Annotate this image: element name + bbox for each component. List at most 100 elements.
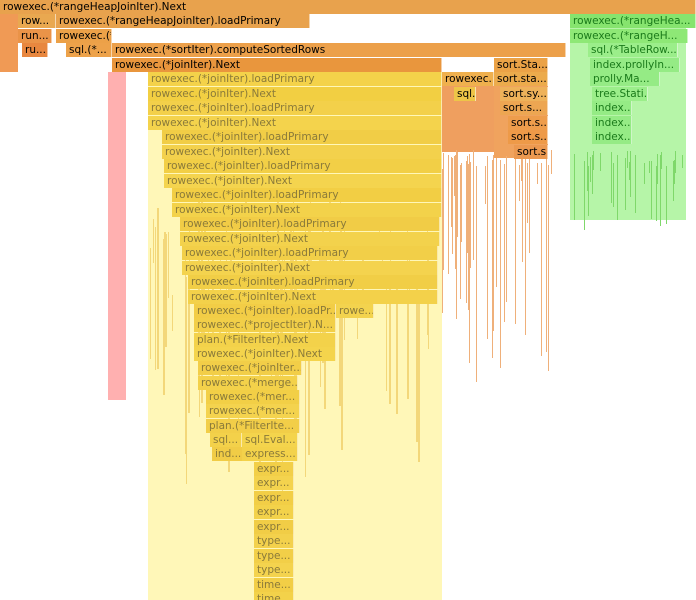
flame-frame[interactable]: type... xyxy=(254,549,294,563)
flame-frame[interactable]: rowexec.(*joinIter).loadPrimary xyxy=(172,188,442,202)
flame-frame[interactable]: plan.(*FilterIter).Next xyxy=(194,333,336,347)
flame-frame[interactable]: tree.Stati... xyxy=(592,87,648,101)
flame-frame[interactable]: rowexec.(*joinIter).loadPrimary xyxy=(182,246,438,260)
flame-frame[interactable]: sql... xyxy=(210,433,242,447)
flame-sliver xyxy=(592,155,593,194)
flame-frame[interactable]: rowexec.(*rangeHea... xyxy=(570,14,696,28)
flame-frame[interactable]: rowexec.(*joinIter).loadPr... xyxy=(194,304,336,318)
flame-frame[interactable]: time... xyxy=(254,578,294,592)
flame-frame[interactable]: rowexec.(*mer... xyxy=(206,390,300,404)
flame-sliver xyxy=(629,162,630,180)
flame-frame[interactable]: rowexec.(*joinIter).loadPrimary xyxy=(180,217,440,231)
flame-frame[interactable]: sort.Sta... xyxy=(494,58,548,72)
flame-frame[interactable]: plan.(*FilterIte... xyxy=(206,419,300,433)
flame-frame[interactable]: rowexec.(*sortIter).Next xyxy=(56,29,112,43)
flame-frame[interactable]: rowe... xyxy=(336,304,374,318)
flame-frame[interactable]: rowexec.(*joinIter).loadPrimary xyxy=(148,72,442,86)
flame-frame[interactable]: expr... xyxy=(254,462,294,476)
flame-sliver xyxy=(574,154,575,220)
flame-sliver xyxy=(675,151,676,173)
flame-sliver xyxy=(587,152,588,172)
flame-sliver xyxy=(443,153,444,231)
flame-frame[interactable]: rowexec.(*joinIter).Next xyxy=(164,174,442,188)
flame-frame[interactable]: sql.Eval... xyxy=(242,433,298,447)
flame-frame[interactable]: type... xyxy=(254,563,294,577)
flame-sliver xyxy=(635,155,636,213)
flame-sliver xyxy=(493,155,494,331)
flame-frame[interactable]: sql.(*TableRow... xyxy=(588,43,678,57)
flame-frame[interactable]: expr... xyxy=(254,520,294,534)
flame-sliver xyxy=(150,248,151,359)
flame-sliver xyxy=(627,151,628,168)
flame-sliver xyxy=(469,156,470,360)
flame-sliver xyxy=(188,276,190,413)
flame-frame[interactable]: rowexec.(*joinIter).loadPrimary xyxy=(188,275,438,289)
flame-sliver xyxy=(157,208,159,369)
flame-frame[interactable]: sort.sta... xyxy=(494,72,548,86)
flame-frame[interactable]: index.... xyxy=(592,130,632,144)
flame-frame[interactable]: rowexec.(*joinIter).Next xyxy=(162,145,442,159)
flame-frame[interactable]: expr... xyxy=(254,505,294,519)
flame-frame[interactable]: rowexec... xyxy=(442,72,494,86)
flame-frame[interactable]: sort.s... xyxy=(514,145,548,159)
flame-sliver xyxy=(454,156,455,196)
flame-sliver xyxy=(657,157,658,184)
flame-sliver xyxy=(546,150,547,233)
flame-sliver xyxy=(466,161,467,303)
flame-frame[interactable]: prolly.Ma... xyxy=(590,72,660,86)
flame-frame[interactable]: rowexec.(*mer... xyxy=(206,404,300,418)
flame-sliver xyxy=(515,157,516,324)
flame-sliver xyxy=(674,160,675,184)
flame-frame[interactable]: rowexec.(*joinIter).Next xyxy=(148,87,442,101)
flame-frame[interactable]: sort.sy... xyxy=(500,87,548,101)
flame-frame[interactable]: sort.s... xyxy=(508,116,548,130)
flame-sliver xyxy=(461,163,462,242)
flame-sliver xyxy=(185,243,186,454)
flame-frame[interactable]: sort.s... xyxy=(508,130,548,144)
flame-frame[interactable]: index.prollyIn... xyxy=(590,58,680,72)
flame-frame[interactable]: rowexec.(*joinIter).loadPrimary xyxy=(162,130,442,144)
flame-frame[interactable]: rowexec.(*projectIter).N... xyxy=(194,318,336,332)
flame-frame[interactable]: type... xyxy=(254,534,294,548)
flame-frame[interactable]: row... xyxy=(18,14,56,28)
flame-frame[interactable]: rowexec.(*rangeHeapJoinIter).Next xyxy=(0,0,696,14)
flame-frame[interactable]: index.... xyxy=(592,116,632,130)
flame-sliver xyxy=(452,158,453,254)
flame-frame[interactable]: rowexec.(*joinIter).Next xyxy=(172,203,442,217)
flame-frame[interactable]: rowexec.(*joinIter).Next xyxy=(188,290,438,304)
flame-frame[interactable]: rowexec.(*rangeHeapJoinIter).loadPrimary xyxy=(56,14,310,28)
flame-frame[interactable]: ru... xyxy=(22,43,48,57)
flame-frame[interactable]: rowexec.(*joinIter).Next xyxy=(180,232,440,246)
flame-frame[interactable]: rowexec.(*sortIter).computeSortedRows xyxy=(112,43,566,57)
flame-frame[interactable]: index.... xyxy=(592,101,632,115)
flame-frame[interactable]: rowexec.(*joinIter).Next xyxy=(148,116,442,130)
flame-sliver xyxy=(666,166,667,224)
flame-frame[interactable]: expr... xyxy=(254,491,294,505)
flame-sliver xyxy=(649,161,650,173)
flame-sliver xyxy=(519,165,520,201)
flame-frame[interactable]: expr... xyxy=(254,476,294,490)
flame-frame[interactable]: ind... xyxy=(212,447,244,461)
flame-sliver xyxy=(186,277,187,467)
flame-sliver xyxy=(522,152,523,262)
flame-frame[interactable]: rowexec.(*rangeH... xyxy=(570,29,688,43)
flame-frame[interactable]: sql.(*... xyxy=(66,43,112,57)
flame-frame[interactable]: sql.(*... xyxy=(454,87,476,101)
flame-sliver xyxy=(551,150,552,174)
flame-frame[interactable]: express... xyxy=(242,447,298,461)
flame-frame[interactable]: sort.s... xyxy=(500,101,548,115)
flame-frame[interactable]: time... xyxy=(254,592,294,600)
flame-frame[interactable]: rowexec.(*merge... xyxy=(198,376,298,390)
flame-frame[interactable]: rowexec.(*joinIter).Next xyxy=(194,347,336,361)
flame-sliver xyxy=(593,151,594,170)
flame-frame[interactable]: rowexec.(*joinIter).loadPrimary xyxy=(148,101,442,115)
flame-sliver xyxy=(546,156,547,352)
flame-sliver xyxy=(456,156,457,277)
flame-frame[interactable]: rowexec.(*joinIter).Next xyxy=(182,261,438,275)
flame-frame[interactable]: rowexec.(*joinIter).loadPrimary xyxy=(164,159,442,173)
flame-sliver xyxy=(168,232,169,298)
flame-frame[interactable]: rowexec.(*joinIter... xyxy=(198,361,302,375)
flame-frame[interactable]: rowexec.(*joinIter).Next xyxy=(112,58,442,72)
flame-frame[interactable]: run... xyxy=(18,29,52,43)
